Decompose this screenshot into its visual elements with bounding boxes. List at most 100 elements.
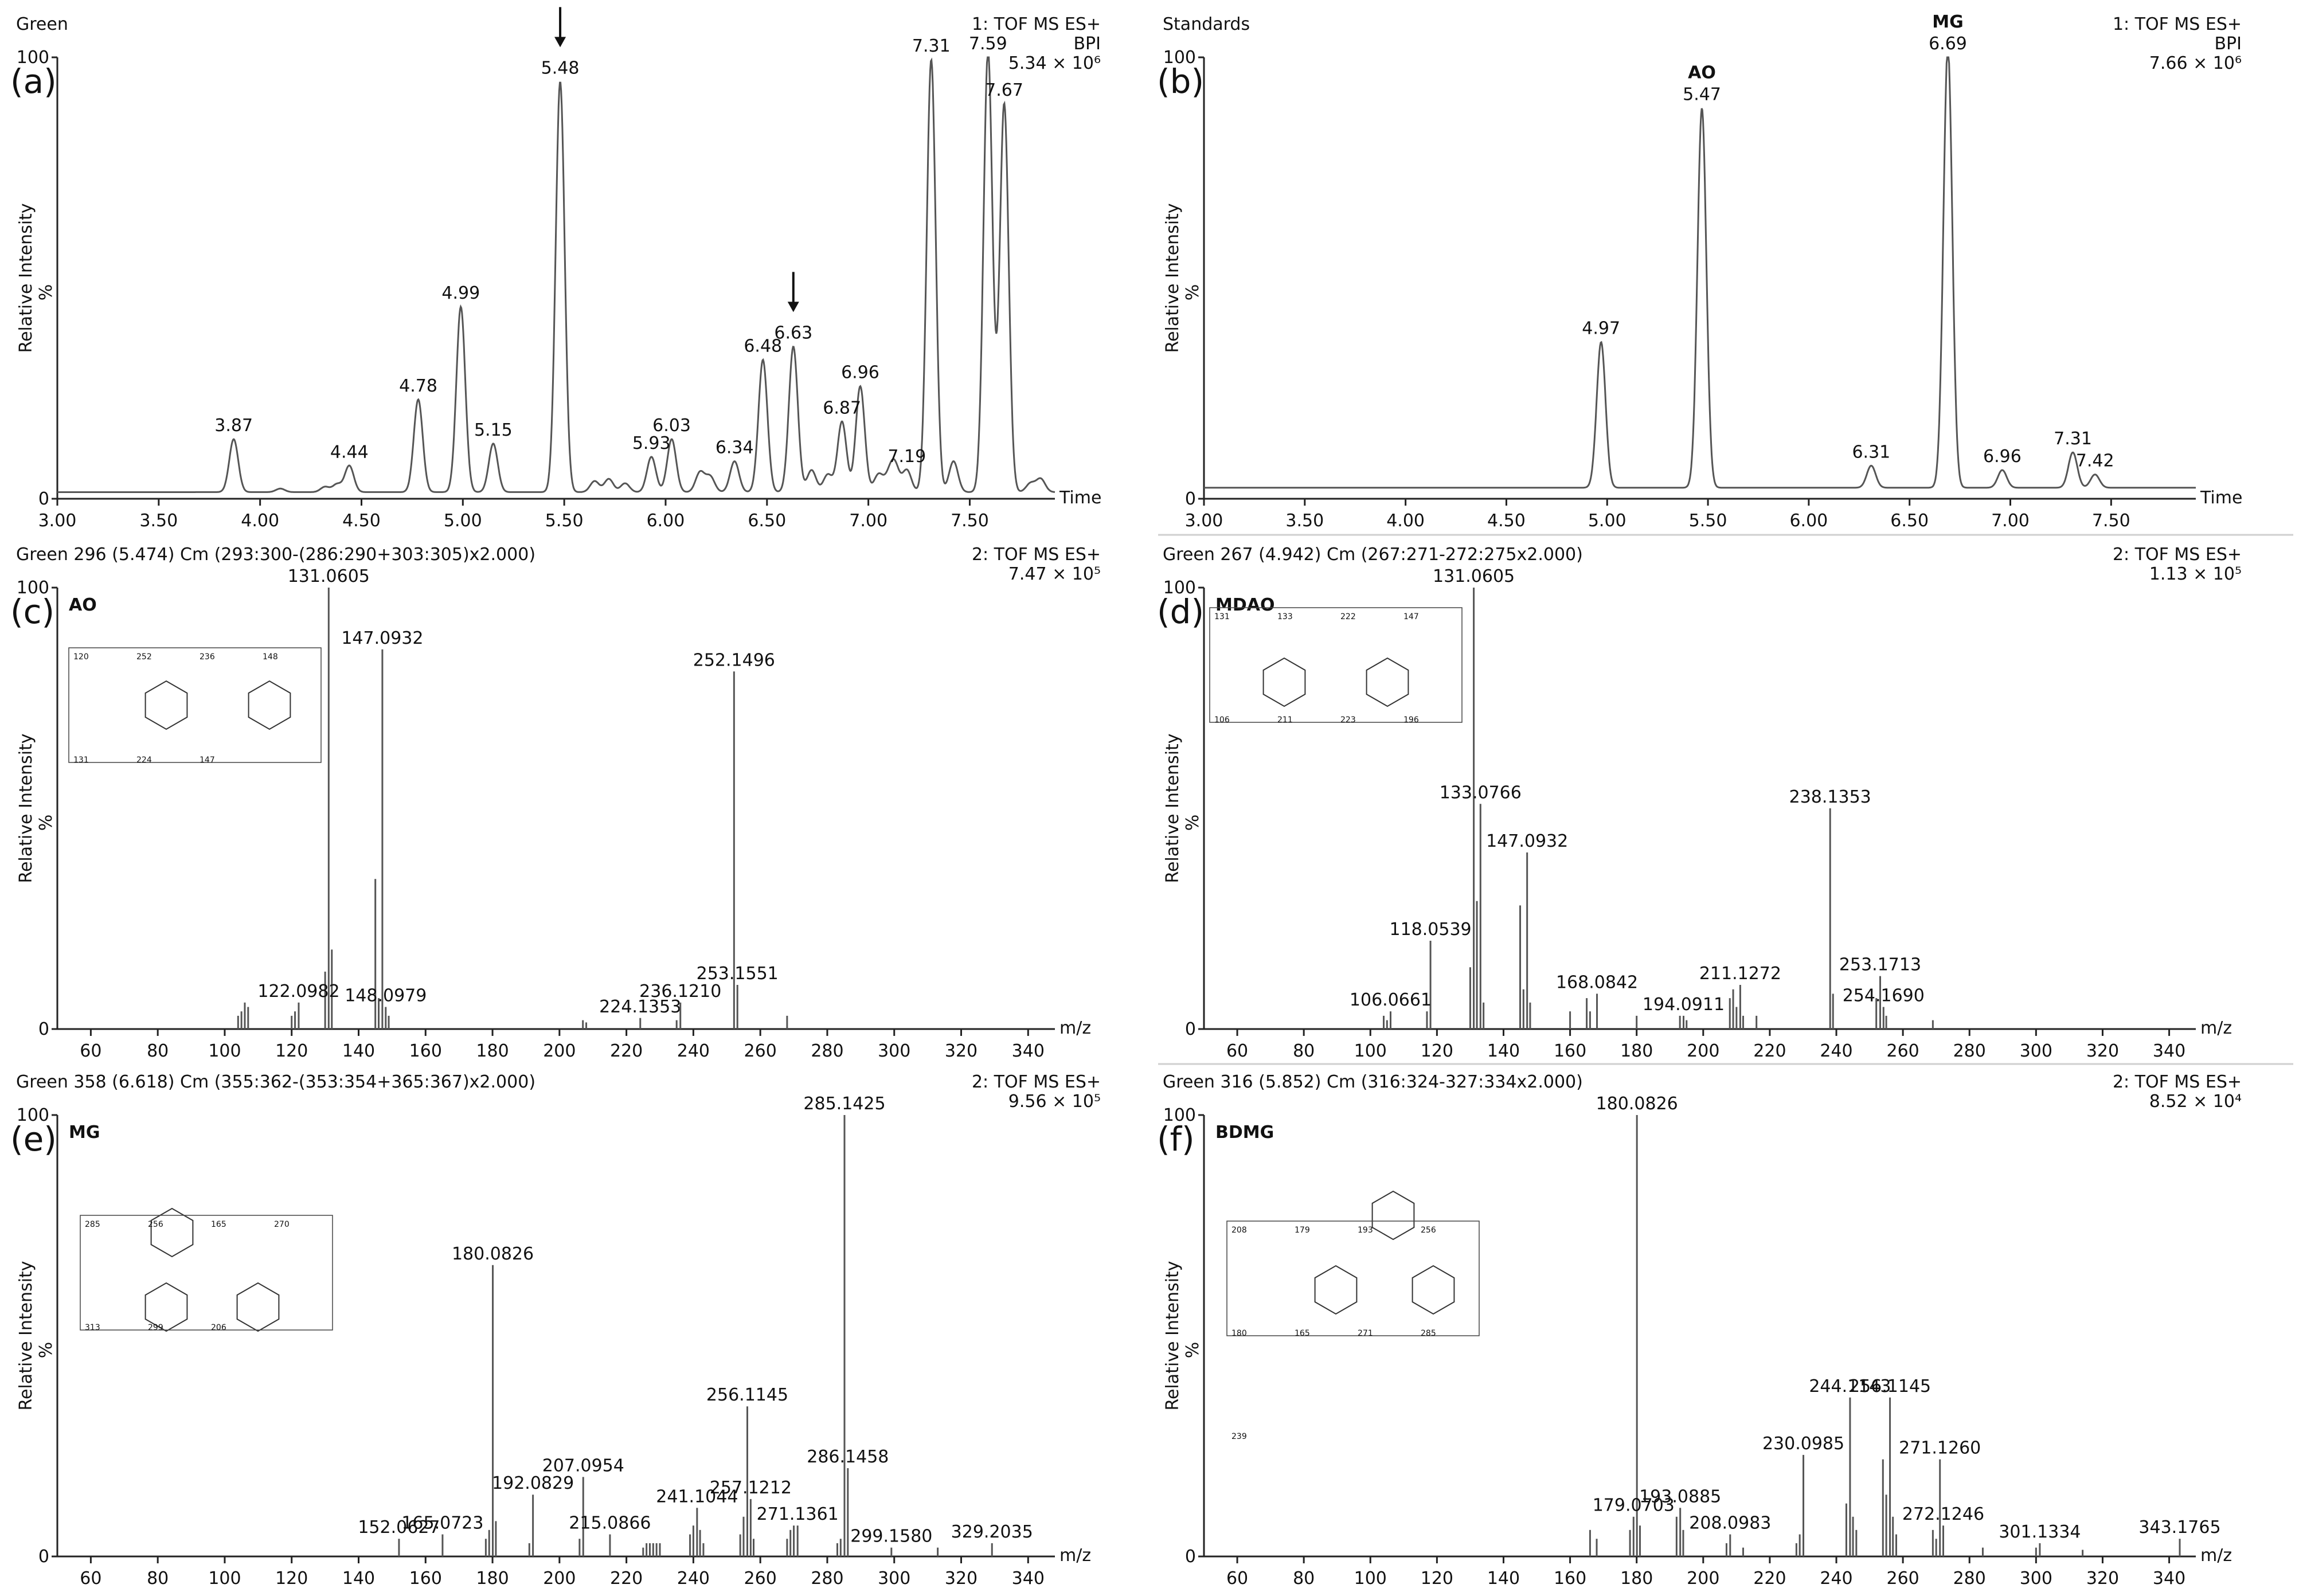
fragment-mz-label: 223 <box>1340 715 1356 725</box>
ion-peak-label: 147.0932 <box>341 628 423 648</box>
compound-label: MG <box>69 1122 100 1143</box>
x-tick-label: 120 <box>275 1568 308 1589</box>
fragment-mz-label: 208 <box>1231 1226 1247 1235</box>
x-tick-label: 80 <box>1293 1568 1315 1589</box>
y-axis-unit: % <box>1183 1342 1203 1359</box>
x-tick-label: 340 <box>1012 1041 1045 1061</box>
x-tick-label: 340 <box>1012 1568 1045 1589</box>
peak-label: 7.31 <box>912 36 951 56</box>
header-right-line: 1: TOF MS ES+ <box>972 14 1101 34</box>
ion-peak-label: 180.0826 <box>1596 1094 1678 1114</box>
ion-peak-label: 192.0829 <box>492 1473 574 1493</box>
x-tick-label: 320 <box>2086 1568 2119 1589</box>
x-tick-label: 160 <box>409 1041 442 1061</box>
ion-peak-label: 252.1496 <box>693 650 775 670</box>
peak-label: 6.96 <box>841 363 879 383</box>
fragment-mz-label: 120 <box>73 652 89 662</box>
y-axis-unit: % <box>1183 815 1203 831</box>
x-tick-label: 220 <box>610 1041 643 1061</box>
peak-label: 5.15 <box>474 420 513 440</box>
x-tick-label: 80 <box>1293 1041 1315 1061</box>
ion-peak-label: 257.1212 <box>710 1478 792 1498</box>
ion-peak-label: 256.1145 <box>1849 1376 1931 1396</box>
benzene-ring <box>1366 657 1409 707</box>
x-tick-label: 240 <box>677 1568 710 1589</box>
peak-label: 7.31 <box>2054 429 2092 449</box>
x-tick-label: 6.00 <box>1789 511 1828 531</box>
x-tick-label: 120 <box>1421 1568 1453 1589</box>
y-tick-label: 100 <box>17 1105 49 1125</box>
peak-arrow-head <box>554 37 566 48</box>
x-axis-title: m/z <box>1059 1546 1091 1566</box>
fragment-mz-label: 193 <box>1358 1226 1373 1235</box>
peak-label: 6.34 <box>715 438 754 458</box>
header-right-line: 2: TOF MS ES+ <box>2113 545 2242 565</box>
peak-label: 6.63 <box>774 323 812 343</box>
peak-label: 4.78 <box>399 376 437 396</box>
x-tick-label: 300 <box>878 1568 910 1589</box>
scan-header: Green 296 (5.474) Cm (293:300-(286:290+3… <box>16 545 535 565</box>
ion-peak-label: 147.0932 <box>1486 831 1568 851</box>
x-tick-label: 100 <box>208 1041 241 1061</box>
fragment-mz-label: 165 <box>1295 1329 1310 1338</box>
compound-label: MDAO <box>1215 595 1274 615</box>
x-axis-title: Time <box>1059 488 1101 508</box>
y-tick-label: 0 <box>38 489 49 509</box>
ion-peak-label: 106.0661 <box>1350 990 1432 1010</box>
fragment-mz-label: 256 <box>1421 1226 1436 1235</box>
y-tick-label: 0 <box>1185 1019 1196 1039</box>
y-tick-label: 100 <box>1163 48 1196 68</box>
panel-label: (e) <box>10 1120 57 1159</box>
structure-c: 120 252 236 148 131 224 147 <box>68 647 322 765</box>
fragment-mz-label: 180 <box>1231 1329 1247 1338</box>
fragment-mz-label: 270 <box>274 1220 290 1229</box>
x-tick-label: 100 <box>1354 1041 1387 1061</box>
compound-label: BDMG <box>1215 1122 1274 1143</box>
x-tick-label: 260 <box>1886 1568 1919 1589</box>
y-axis-label: Relative Intensity <box>16 733 36 883</box>
y-tick-label: 0 <box>38 1547 49 1567</box>
header-right-line: BPI <box>1073 34 1101 54</box>
ion-peak-label: 131.0605 <box>288 566 370 586</box>
sample-name: Green <box>16 14 68 34</box>
fragment-mz-label: 313 <box>85 1323 100 1332</box>
x-tick-label: 80 <box>147 1041 169 1061</box>
panel-c: Green 296 (5.474) Cm (293:300-(286:290+3… <box>10 545 1101 1061</box>
x-tick-label: 6.50 <box>1890 511 1929 531</box>
peak-label: 5.47 <box>1683 85 1721 105</box>
benzene-ring <box>144 1282 188 1332</box>
header-right-line: 8.52 × 10⁴ <box>2149 1092 2242 1112</box>
fragment-mz-label: 285 <box>85 1220 100 1229</box>
ion-peak-label: 253.1713 <box>1839 955 1921 975</box>
ion-peak-label: 211.1272 <box>1699 964 1781 984</box>
x-tick-label: 180 <box>1620 1041 1653 1061</box>
scan-header: Green 358 (6.618) Cm (355:362-(353:354+3… <box>16 1072 535 1092</box>
x-tick-label: 220 <box>1753 1568 1786 1589</box>
fragment-bracket <box>68 647 322 763</box>
x-tick-label: 260 <box>1886 1041 1919 1061</box>
peak-label: 6.03 <box>652 416 691 436</box>
x-tick-label: 5.50 <box>545 511 584 531</box>
x-tick-label: 6.50 <box>748 511 786 531</box>
header-right-line: 9.56 × 10⁵ <box>1008 1092 1101 1112</box>
header-right-line: 1: TOF MS ES+ <box>2113 14 2242 34</box>
ion-peak-label: 254.1690 <box>1843 986 1925 1006</box>
x-tick-label: 7.00 <box>849 511 887 531</box>
x-tick-label: 280 <box>1953 1568 1986 1589</box>
x-tick-label: 200 <box>543 1041 576 1061</box>
chromatogram-trace <box>57 56 1055 493</box>
panel-label: (a) <box>10 62 57 101</box>
x-tick-label: 4.50 <box>1487 511 1526 531</box>
structure-e: 285 256 165 270 313 299 206 <box>80 1207 333 1332</box>
panel-label: (b) <box>1157 62 1204 101</box>
x-tick-label: 140 <box>342 1041 375 1061</box>
y-axis-label: Relative Intensity <box>1163 1261 1183 1410</box>
benzene-ring <box>1412 1265 1455 1315</box>
x-tick-label: 300 <box>2020 1041 2052 1061</box>
ion-peak-label: 152.0627 <box>358 1517 440 1538</box>
fragment-mz-label: 256 <box>148 1220 163 1229</box>
y-tick-label: 100 <box>1163 1105 1196 1125</box>
scan-header: Green 267 (4.942) Cm (267:271-272:275x2.… <box>1163 545 1583 565</box>
fragment-mz-label: 133 <box>1277 612 1293 621</box>
